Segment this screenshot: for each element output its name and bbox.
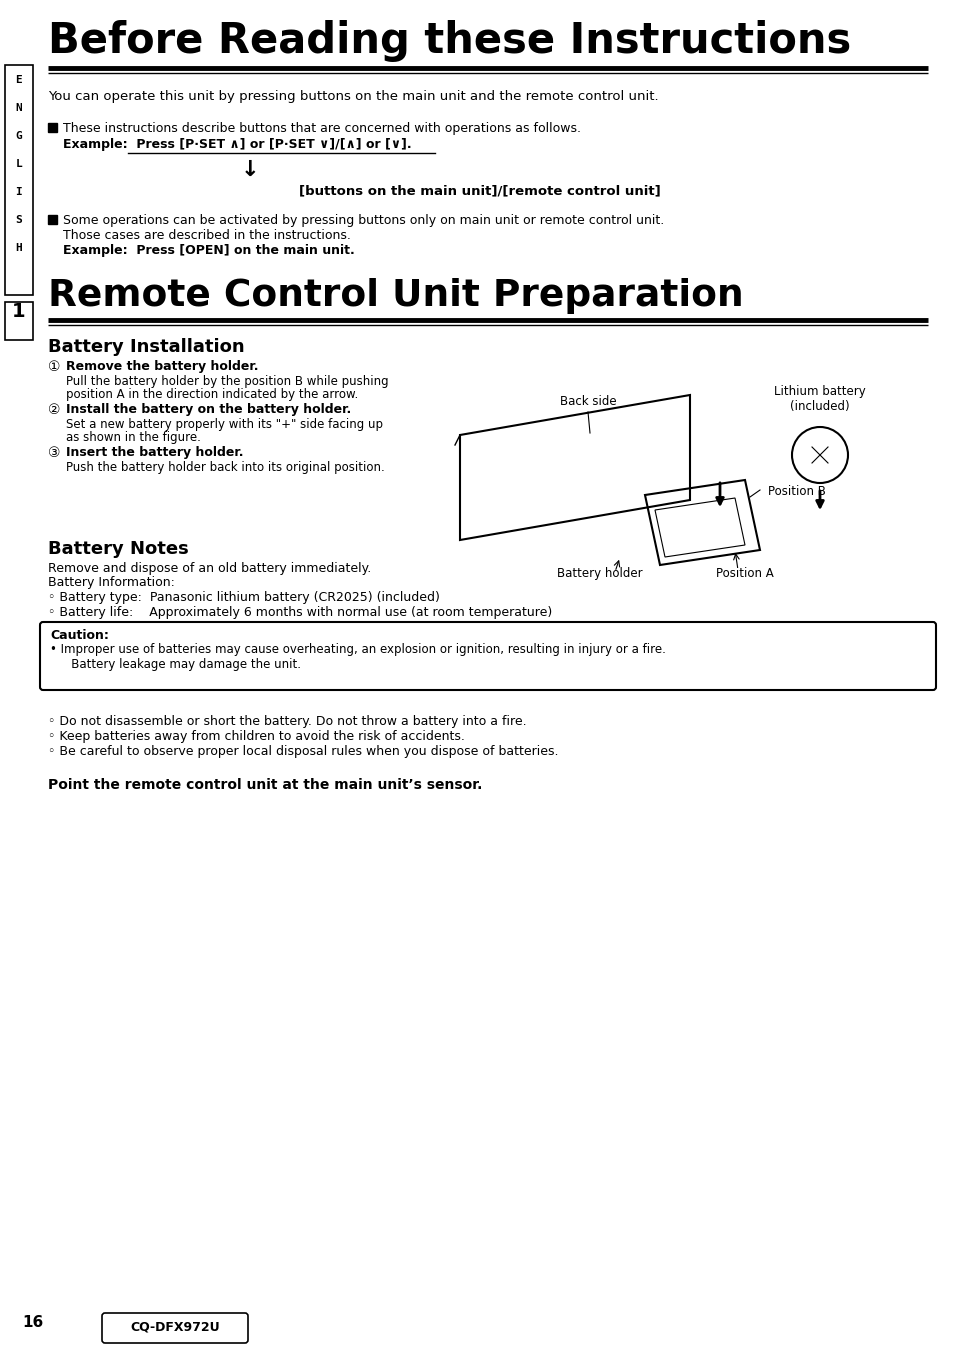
Text: L: L [15, 159, 22, 170]
Text: E: E [15, 75, 22, 85]
Text: ↓: ↓ [240, 160, 259, 180]
Text: CQ-DFX972U: CQ-DFX972U [130, 1320, 219, 1334]
Text: ◦ Be careful to observe proper local disposal rules when you dispose of batterie: ◦ Be careful to observe proper local dis… [48, 745, 558, 759]
Text: Those cases are described in the instructions.: Those cases are described in the instruc… [63, 229, 351, 242]
Text: Example:  Press [P·SET ∧] or [P·SET ∨]/[∧] or [∨].: Example: Press [P·SET ∧] or [P·SET ∨]/[∧… [63, 138, 411, 151]
Text: 1: 1 [12, 303, 26, 322]
Text: Position A: Position A [716, 567, 773, 579]
Text: Caution:: Caution: [50, 630, 109, 642]
Text: Battery Information:: Battery Information: [48, 575, 174, 589]
Text: Lithium battery
(included): Lithium battery (included) [773, 385, 865, 413]
Text: Pull the battery holder by the position B while pushing: Pull the battery holder by the position … [66, 375, 388, 388]
Text: Battery Installation: Battery Installation [48, 338, 244, 356]
Text: H: H [15, 243, 22, 252]
Text: Some operations can be activated by pressing buttons only on main unit or remote: Some operations can be activated by pres… [63, 214, 663, 227]
Text: • Improper use of batteries may cause overheating, an explosion or ignition, res: • Improper use of batteries may cause ov… [50, 643, 665, 655]
Text: Before Reading these Instructions: Before Reading these Instructions [48, 20, 850, 62]
Text: ①: ① [48, 360, 60, 375]
Bar [5, 65, 33, 294]
Text: Point the remote control unit at the main unit’s sensor.: Point the remote control unit at the mai… [48, 778, 482, 792]
Text: Remote Control Unit Preparation: Remote Control Unit Preparation [48, 278, 742, 313]
Text: Set a new battery properly with its "+" side facing up: Set a new battery properly with its "+" … [66, 418, 382, 432]
Text: I: I [15, 187, 22, 197]
Text: Back side: Back side [559, 395, 616, 408]
Text: Position B: Position B [767, 484, 825, 498]
Text: Insert the battery holder.: Insert the battery holder. [66, 446, 243, 459]
Text: ◦ Battery life:    Approximately 6 months with normal use (at room temperature): ◦ Battery life: Approximately 6 months w… [48, 607, 552, 619]
Text: position A in the direction indicated by the arrow.: position A in the direction indicated by… [66, 388, 358, 402]
Text: Example:  Press [OPEN] on the main unit.: Example: Press [OPEN] on the main unit. [63, 244, 355, 256]
Text: ◦ Battery type:  Panasonic lithium battery (CR2025) (included): ◦ Battery type: Panasonic lithium batter… [48, 592, 439, 604]
Text: Battery holder: Battery holder [557, 567, 642, 579]
Text: Battery leakage may damage the unit.: Battery leakage may damage the unit. [60, 658, 301, 670]
Text: Push the battery holder back into its original position.: Push the battery holder back into its or… [66, 461, 384, 474]
Text: 16: 16 [22, 1315, 43, 1330]
Text: ②: ② [48, 403, 60, 417]
Text: [buttons on the main unit]/[remote control unit]: [buttons on the main unit]/[remote contr… [299, 185, 660, 197]
Bar [48, 123, 57, 132]
Text: Install the battery on the battery holder.: Install the battery on the battery holde… [66, 403, 351, 417]
Bar [5, 303, 33, 341]
Text: ◦ Keep batteries away from children to avoid the risk of accidents.: ◦ Keep batteries away from children to a… [48, 730, 464, 744]
Text: G: G [15, 132, 22, 141]
Text: You can operate this unit by pressing buttons on the main unit and the remote co: You can operate this unit by pressing bu… [48, 90, 658, 103]
Text: ③: ③ [48, 446, 60, 460]
Text: N: N [15, 103, 22, 113]
Text: Remove the battery holder.: Remove the battery holder. [66, 360, 258, 373]
Text: S: S [15, 214, 22, 225]
Text: as shown in the figure.: as shown in the figure. [66, 432, 201, 444]
Text: Remove and dispose of an old battery immediately.: Remove and dispose of an old battery imm… [48, 562, 371, 575]
Text: Battery Notes: Battery Notes [48, 540, 189, 558]
Text: These instructions describe buttons that are concerned with operations as follow: These instructions describe buttons that… [63, 122, 580, 134]
Text: ◦ Do not disassemble or short the battery. Do not throw a battery into a fire.: ◦ Do not disassemble or short the batter… [48, 715, 526, 727]
Bar [48, 214, 57, 224]
